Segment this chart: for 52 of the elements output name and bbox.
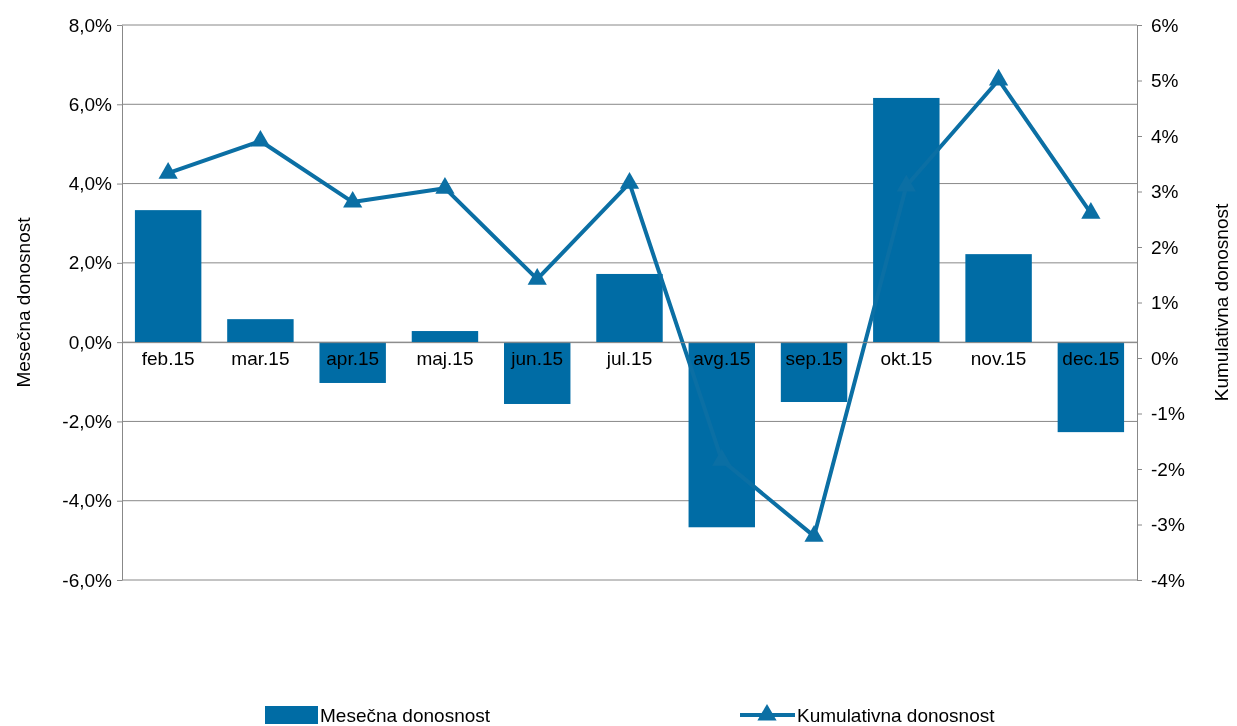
bar (688, 342, 755, 528)
bar (227, 319, 294, 343)
y2-tick-label: -3% (1151, 514, 1185, 536)
y2-tick-label: 1% (1151, 292, 1179, 314)
x-tick-label: mar.15 (231, 348, 290, 370)
y2-tick-label: 0% (1151, 347, 1179, 369)
y-tick-label: 2,0% (68, 252, 113, 274)
point (250, 129, 271, 147)
y2-tick-label: 4% (1151, 125, 1179, 147)
y2-tick-label: 6% (1151, 14, 1179, 36)
y-tick-label: 0,0% (68, 331, 113, 353)
point (435, 177, 455, 194)
y-tick-label: 4,0% (68, 173, 113, 195)
x-tick-label: jun.15 (510, 348, 564, 370)
y2-tick-label: -2% (1151, 458, 1185, 480)
y-tick-label: -6,0% (62, 569, 113, 591)
x-tick-label: nov.15 (970, 348, 1027, 370)
y-tick-label: 8,0% (68, 14, 113, 36)
bar (965, 254, 1032, 343)
x-tick-label: avg.15 (693, 348, 751, 370)
x-tick-label: okt.15 (880, 348, 933, 370)
y-tick-label: 6,0% (68, 93, 113, 115)
x-tick-label: jul.15 (605, 348, 653, 370)
bar (504, 342, 571, 404)
point (804, 525, 824, 542)
y2-tick-label: -1% (1151, 403, 1185, 425)
y-tick-label: -2,0% (62, 411, 113, 433)
legend-label: Kumulativna donosnost (797, 705, 996, 726)
y2-tick-label: 2% (1151, 236, 1179, 258)
y2-tick-label: -4% (1151, 569, 1185, 591)
x-tick-label: sep.15 (785, 348, 843, 370)
point (619, 172, 640, 189)
bar (873, 97, 940, 343)
x-tick-label: apr.15 (326, 348, 380, 370)
bar (596, 273, 663, 343)
bar (134, 210, 202, 343)
x-tick-label: feb.15 (141, 348, 195, 370)
point (988, 68, 1009, 86)
y2-axis-title: Kumulativna donosnost (1211, 203, 1232, 402)
y-tick-label: -4,0% (62, 490, 113, 512)
y-axis-title: Mesečna donosnost (13, 216, 34, 388)
x-tick-label: maj.15 (416, 348, 474, 370)
point (343, 190, 363, 208)
x-tick-label: dec.15 (1062, 348, 1120, 370)
point (158, 162, 178, 179)
legend-label: Mesečna donosnost (320, 705, 491, 726)
y2-tick-label: 5% (1151, 70, 1179, 92)
y2-tick-label: 3% (1151, 181, 1179, 203)
bar (411, 331, 479, 343)
point (1081, 202, 1101, 219)
bar (1057, 342, 1125, 433)
point (527, 268, 547, 285)
